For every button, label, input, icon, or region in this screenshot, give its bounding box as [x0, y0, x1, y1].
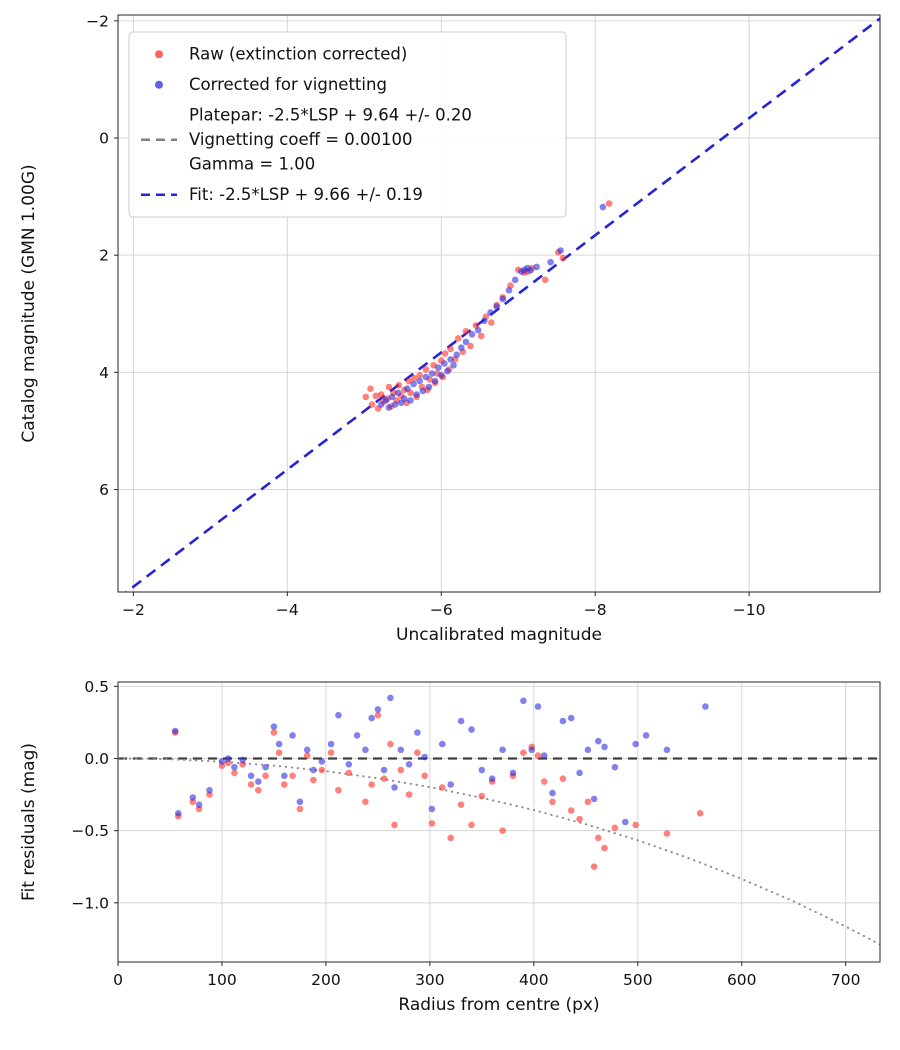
svg-text:6: 6	[99, 481, 109, 499]
raw-extinction-corrected--points	[362, 200, 613, 412]
tick-marks	[114, 20, 750, 596]
svg-text:0: 0	[113, 971, 123, 989]
svg-text:−2: −2	[122, 601, 145, 619]
svg-text:100: 100	[207, 971, 237, 989]
svg-text:−10: −10	[733, 601, 766, 619]
svg-text:500: 500	[623, 971, 653, 989]
y-axis-label: Fit residuals (mag)	[19, 743, 39, 901]
svg-text:700: 700	[831, 971, 861, 989]
svg-text:−8: −8	[584, 601, 607, 619]
calibration-plot: −2 −4 −6 −8 −10 −2 0 2 4 6 Uncalibrated magnitude C…	[19, 12, 881, 645]
grid-lines	[117, 682, 880, 962]
svg-text:300: 300	[415, 971, 445, 989]
residuals-plot: 0 100 200 300 400 500 600 700 0.5 0.0 −0.5 −1.0 Radi…	[19, 678, 881, 1015]
svg-text:400: 400	[519, 971, 549, 989]
legend-label: Raw (extinction corrected)	[189, 45, 407, 64]
raw-extinction-corrected--points	[171, 711, 704, 870]
svg-text:200: 200	[311, 971, 341, 989]
legend-marker-dot	[155, 50, 163, 59]
svg-text:−1.0: −1.0	[71, 894, 109, 912]
legend-label: Gamma = 1.00	[189, 155, 315, 174]
x-axis-label: Radius from centre (px)	[398, 995, 599, 1015]
svg-text:4: 4	[99, 364, 109, 382]
vignetting-model-curve	[118, 757, 880, 946]
svg-text:−6: −6	[430, 601, 453, 619]
plot-border	[117, 14, 881, 593]
x-axis-label: Uncalibrated magnitude	[396, 625, 602, 645]
svg-text:−4: −4	[276, 601, 299, 619]
y-axis-label: Catalog magnitude (GMN 1.00G)	[19, 164, 39, 442]
svg-text:0.5: 0.5	[84, 678, 109, 696]
legend-marker-dot	[155, 80, 163, 89]
tick-labels: 0 100 200 300 400 500 600 700 0.5 0.0 −0.5 −1.0	[71, 678, 860, 989]
legend: Raw (extinction corrected) Corrected for …	[128, 31, 567, 218]
corrected-for-vignetting-points	[171, 694, 709, 826]
legend-box	[128, 31, 567, 218]
legend-label: Fit: -2.5*LSP + 9.66 +/- 0.19	[189, 185, 423, 204]
tick-marks	[114, 685, 847, 966]
svg-text:−2: −2	[86, 12, 109, 30]
data-layer	[118, 694, 880, 946]
corrected-for-vignetting-points	[377, 203, 607, 411]
legend-label: Platepar: -2.5*LSP + 9.64 +/- 0.20	[189, 106, 472, 125]
legend-label: Corrected for vignetting	[189, 75, 387, 94]
svg-text:−0.5: −0.5	[71, 822, 109, 840]
svg-text:600: 600	[727, 971, 757, 989]
data-layer	[124, 17, 880, 592]
svg-text:0: 0	[99, 130, 109, 148]
svg-text:2: 2	[99, 247, 109, 265]
legend-label: Vignetting coeff = 0.00100	[189, 130, 413, 149]
tick-labels: −2 −4 −6 −8 −10 −2 0 2 4 6	[86, 12, 765, 619]
svg-text:0.0: 0.0	[84, 750, 109, 768]
plot-border	[117, 681, 881, 963]
